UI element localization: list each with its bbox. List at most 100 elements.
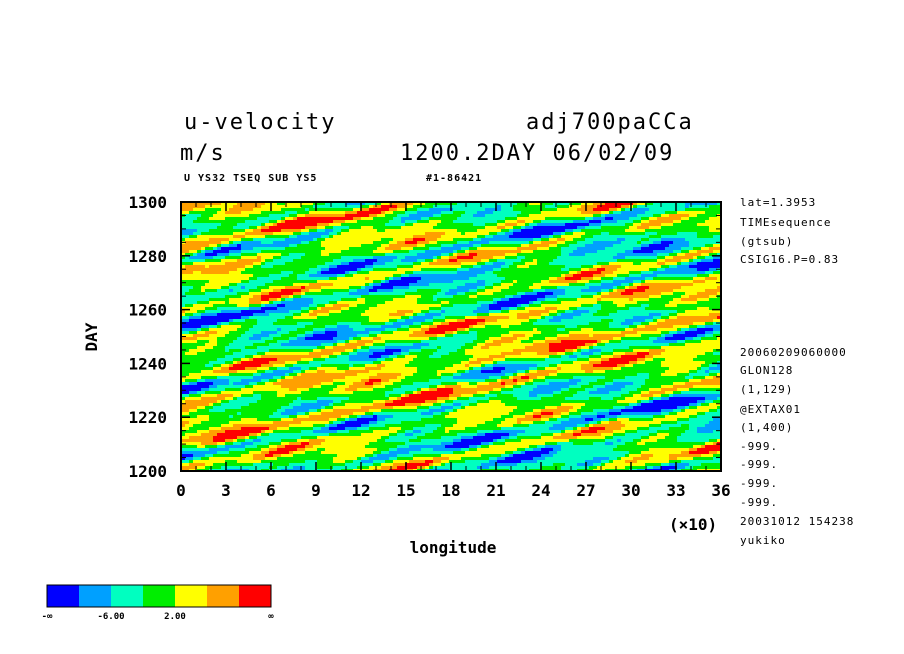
heatmap-cell [541,292,545,295]
heatmap-cell [229,205,233,208]
heatmap-cell [693,220,697,223]
heatmap-cell [381,253,385,256]
heatmap-cell [273,223,277,226]
heatmap-cell [353,226,357,229]
heatmap-cell [677,262,681,265]
heatmap-cell [453,238,457,241]
heatmap-cell [261,286,265,289]
heatmap-cell [661,259,665,262]
heatmap-cell [357,220,361,223]
heatmap-cell [321,289,325,292]
heatmap-cell [645,232,649,235]
heatmap-cell [525,220,529,223]
heatmap-cell [265,289,269,292]
heatmap-cell [373,256,377,259]
heatmap-cell [333,211,337,214]
heatmap-cell [305,307,309,310]
heatmap-cell [401,265,405,268]
heatmap-cell [229,307,233,310]
heatmap-cell [709,286,713,289]
heatmap-cell [465,217,469,220]
heatmap-cell [289,283,293,286]
heatmap-cell [301,232,305,235]
heatmap-cell [265,235,269,238]
heatmap-cell [597,247,601,250]
heatmap-cell [557,292,561,295]
heatmap-cell [441,310,445,313]
heatmap-cell [649,256,653,259]
heatmap-cell [325,274,329,277]
heatmap-cell [197,310,201,313]
heatmap-cell [581,241,585,244]
heatmap-cell [257,256,261,259]
heatmap-cell [297,211,301,214]
heatmap-cell [425,259,429,262]
heatmap-cell [649,244,653,247]
heatmap-cell [601,307,605,310]
heatmap-cell [597,205,601,208]
heatmap-cell [685,310,689,313]
heatmap-cell [241,247,245,250]
heatmap-cell [269,265,273,268]
heatmap-cell [185,214,189,217]
heatmap-cell [453,262,457,265]
heatmap-cell [361,202,365,205]
heatmap-cell [609,214,613,217]
heatmap-cell [325,235,329,238]
heatmap-cell [325,202,329,205]
heatmap-cell [325,223,329,226]
heatmap-cell [425,232,429,235]
heatmap-cell [525,256,529,259]
heatmap-cell [249,271,253,274]
heatmap-cell [525,307,529,310]
heatmap-cell [357,226,361,229]
heatmap-cell [185,223,189,226]
heatmap-cell [241,238,245,241]
heatmap-cell [253,238,257,241]
heatmap-cell [441,271,445,274]
heatmap-cell [517,223,521,226]
heatmap-cell [653,235,657,238]
heatmap-cell [689,214,693,217]
heatmap-cell [437,274,441,277]
heatmap-cell [677,304,681,307]
heatmap-cell [469,262,473,265]
heatmap-cell [685,250,689,253]
heatmap-cell [381,262,385,265]
heatmap-cell [509,229,513,232]
heatmap-cell [469,274,473,277]
heatmap-cell [321,286,325,289]
heatmap-cell [585,238,589,241]
heatmap-cell [289,256,293,259]
heatmap-cell [233,295,237,298]
heatmap-cell [601,253,605,256]
heatmap-cell [429,220,433,223]
heatmap-cell [521,292,525,295]
heatmap-cell [561,229,565,232]
heatmap-cell [393,295,397,298]
heatmap-cell [609,226,613,229]
heatmap-cell [273,247,277,250]
heatmap-cell [537,208,541,211]
heatmap-cell [641,220,645,223]
heatmap-cell [221,310,225,313]
heatmap-cell [425,214,429,217]
heatmap-cell [281,289,285,292]
heatmap-cell [265,280,269,283]
heatmap-cell [497,274,501,277]
heatmap-cell [497,253,501,256]
heatmap-cell [297,202,301,205]
heatmap-cell [369,280,373,283]
heatmap-cell [401,250,405,253]
heatmap-cell [357,304,361,307]
heatmap-cell [653,238,657,241]
heatmap-cell [257,280,261,283]
heatmap-cell [309,223,313,226]
heatmap-cell [313,265,317,268]
heatmap-cell [341,226,345,229]
heatmap-cell [677,283,681,286]
heatmap-cell [345,223,349,226]
heatmap-cell [329,208,333,211]
heatmap-cell [381,223,385,226]
heatmap-cell [629,223,633,226]
